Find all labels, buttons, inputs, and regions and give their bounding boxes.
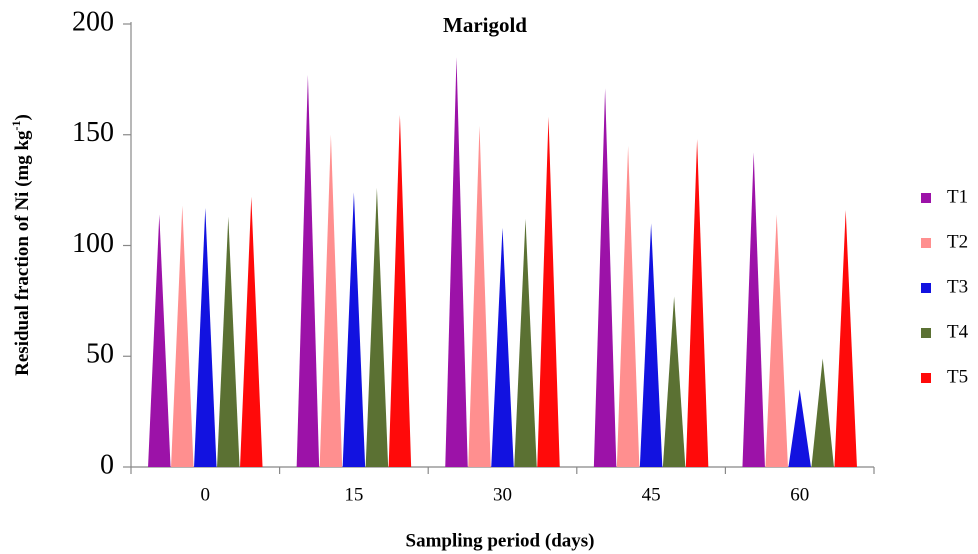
- x-axis-label: Sampling period (days): [406, 530, 595, 551]
- bar: [788, 389, 811, 467]
- y-tick-label: 150: [72, 117, 114, 148]
- bar: [217, 216, 240, 467]
- legend-label: T3: [947, 276, 968, 297]
- bar: [685, 139, 709, 467]
- y-axis-label-sup: -1: [9, 120, 23, 130]
- y-tick-label: 50: [86, 339, 114, 370]
- y-axis-label: Residual fraction of Ni (mg kg-1): [9, 114, 34, 376]
- bar: [240, 196, 263, 467]
- legend-swatch: [921, 193, 931, 203]
- legend-label: T1: [947, 186, 968, 207]
- bar: [365, 187, 389, 467]
- legend-swatch: [921, 328, 931, 338]
- bar: [834, 210, 857, 467]
- bar: [491, 227, 514, 467]
- chart-title: Marigold: [443, 13, 527, 37]
- x-tick-label: 60: [790, 484, 809, 505]
- bar: [171, 205, 194, 467]
- bar: [514, 218, 537, 467]
- legend-label: T5: [947, 366, 968, 387]
- legend-swatch: [921, 373, 931, 383]
- bar: [319, 134, 343, 467]
- bar: [639, 223, 663, 467]
- y-axis-label-tail: ): [12, 114, 33, 120]
- bar: [662, 296, 686, 467]
- bar: [342, 192, 366, 467]
- x-tick-label: 30: [493, 484, 512, 505]
- x-tick-label: 45: [642, 484, 661, 505]
- bar: [593, 88, 617, 468]
- legend-swatch: [921, 238, 931, 248]
- bar: [445, 57, 468, 467]
- y-tick-label: 0: [100, 449, 114, 480]
- bar: [537, 117, 560, 467]
- y-axis-label-text: Residual fraction of Ni (mg kg: [12, 130, 33, 376]
- x-tick-label: 15: [344, 484, 363, 505]
- legend-label: T2: [947, 231, 968, 252]
- bar: [388, 114, 412, 467]
- bar: [468, 125, 491, 467]
- bar: [194, 207, 217, 467]
- legend-label: T4: [947, 321, 969, 342]
- bar: [148, 214, 171, 467]
- x-tick-label: 0: [201, 484, 211, 505]
- bar: [811, 358, 834, 467]
- y-tick-label: 100: [72, 228, 114, 259]
- y-tick-label: 200: [72, 6, 114, 37]
- bar: [296, 74, 320, 467]
- bar: [742, 152, 765, 467]
- legend-swatch: [921, 283, 931, 293]
- bar: [765, 214, 788, 467]
- bar: [616, 145, 640, 467]
